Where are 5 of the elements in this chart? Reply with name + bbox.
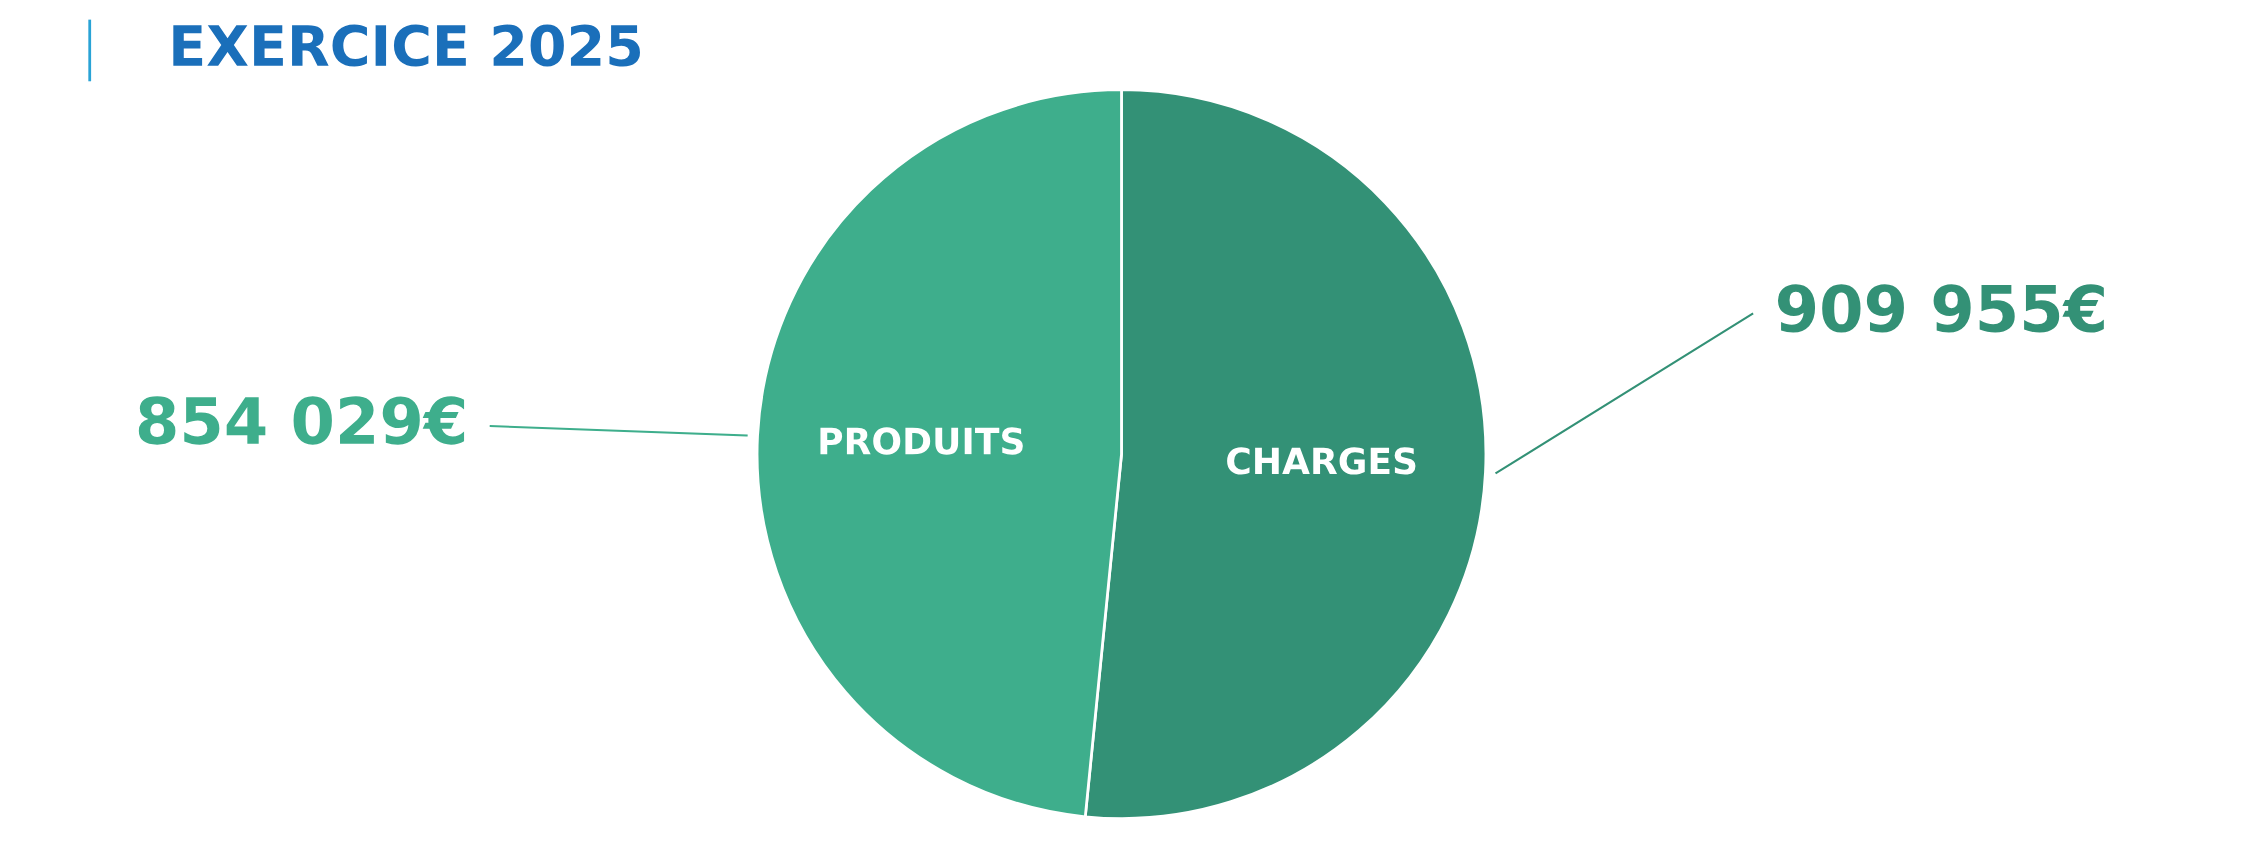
data-label: 909 955€ — [1777, 284, 2104, 333]
chart-title: EXERCICE 2025 — [173, 24, 640, 67]
slice-label: PRODUITS — [820, 427, 1023, 455]
slice-label: CHARGES — [1227, 447, 1416, 475]
data-label: 854 029€ — [138, 396, 465, 445]
